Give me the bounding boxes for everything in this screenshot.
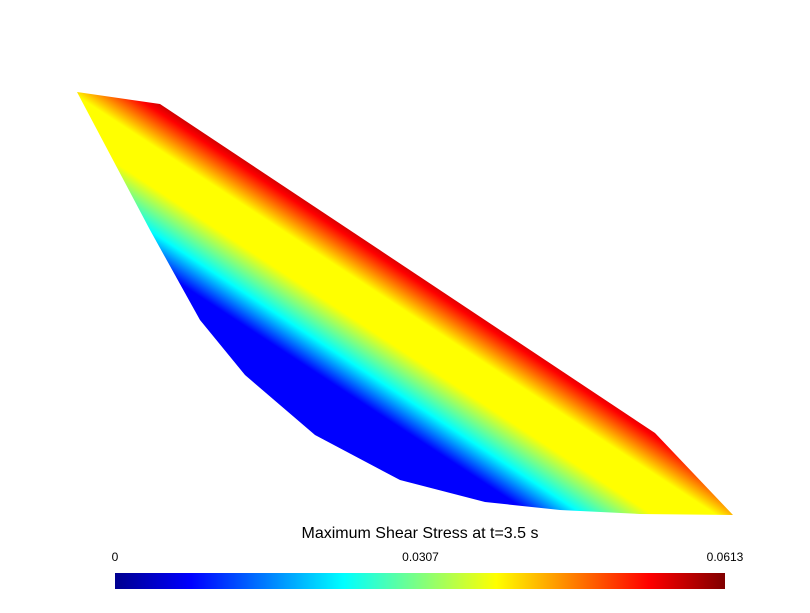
stress-field (77, 92, 733, 515)
colorbar-tick-label: 0 (112, 550, 119, 564)
colorbar-tick-label: 0.0613 (707, 550, 744, 564)
colorbar-tick-label: 0.0307 (402, 550, 439, 564)
colorbar (115, 573, 725, 589)
chart-title: Maximum Shear Stress at t=3.5 s (302, 525, 539, 542)
